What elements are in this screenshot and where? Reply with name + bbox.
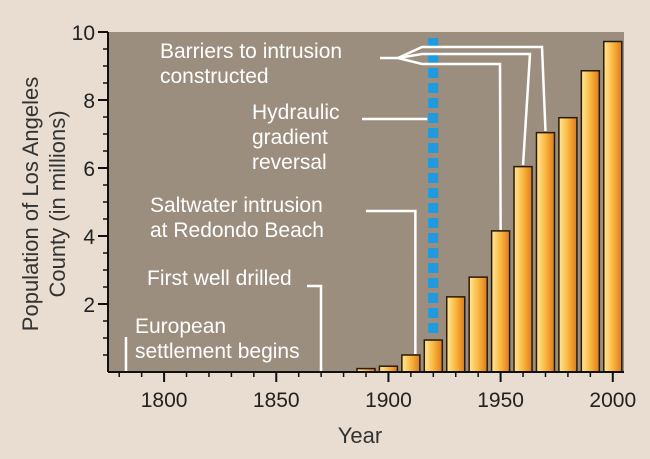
bar-1990 <box>580 70 601 373</box>
bar-2000 <box>603 40 623 373</box>
x-tick-label-1800: 1800 <box>141 389 188 412</box>
leader-saltwater <box>366 209 417 354</box>
y-tick-label-10: 10 <box>72 22 95 45</box>
annotation-barriers-line-1: Barriers to intrusion <box>160 40 342 63</box>
annotation-saltwater-line-2: at Redondo Beach <box>150 219 324 242</box>
bar-1940 <box>468 276 488 373</box>
x-tick-label-1850: 1850 <box>253 389 300 412</box>
bar-1970 <box>535 131 556 373</box>
annotation-first-well-line-1: First well drilled <box>147 267 292 290</box>
annotation-european-line-2: settlement begins <box>135 340 300 363</box>
x-tick-label-1900: 1900 <box>365 389 412 412</box>
annotation-saltwater-line-1: Saltwater intrusion <box>150 194 323 217</box>
y-tick-label-8: 8 <box>83 90 95 113</box>
y-axis-title-line-2: County (in millions) <box>45 110 70 297</box>
annotation-barriers-line-2: constructed <box>160 65 269 88</box>
leader-barriers-1950 <box>397 56 502 231</box>
annotation-hydraulic-line-3: reversal <box>252 151 327 174</box>
bar-1930 <box>445 296 466 373</box>
leader-barriers-1960 <box>397 52 532 166</box>
axes: 1800 1850 1900 1950 2000 2 4 6 8 10 Year Population… <box>18 22 636 448</box>
annotation-hydraulic-line-1: Hydraulic <box>252 101 340 124</box>
annotation-hydraulic-line-2: gradient <box>252 126 328 149</box>
y-tick-label-2: 2 <box>83 294 95 317</box>
bar-1920 <box>423 339 444 373</box>
y-tick-label-6: 6 <box>83 158 95 181</box>
bar-1960 <box>513 165 533 373</box>
y-axis-title-line-1: Population of Los Angeles <box>18 77 43 331</box>
y-tick-label-4: 4 <box>83 226 95 249</box>
leader-barriers-1970 <box>397 45 547 132</box>
annotation-european-line-1: European <box>135 315 226 338</box>
bar-1910 <box>401 354 421 373</box>
x-tick-label-1950: 1950 <box>477 389 524 412</box>
y-axis-title: Population of Los AngelesCounty (in mill… <box>18 77 70 331</box>
bar-series <box>356 40 623 373</box>
x-tick-label-2000: 2000 <box>589 389 636 412</box>
x-axis-title: Year <box>338 423 382 448</box>
leader-first-well <box>307 284 323 372</box>
bar-1980 <box>558 116 578 373</box>
bar-1950 <box>490 230 511 373</box>
